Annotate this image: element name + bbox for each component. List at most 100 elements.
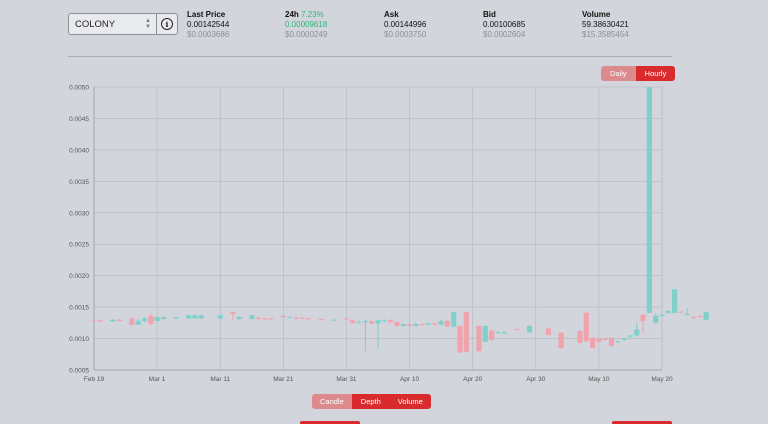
candle-body [703,312,709,320]
y-tick-label: 0.0010 [69,336,89,343]
x-tick-label: Mar 21 [273,376,294,383]
candle-body [261,318,267,320]
candle-body [621,338,627,340]
candle-body [640,314,646,321]
x-tick-label: Apr 30 [526,376,546,383]
candle [476,325,482,352]
candle [489,329,495,342]
candle [583,311,589,343]
candle [615,340,621,343]
candle [608,337,615,347]
candle [463,311,469,354]
candle [305,317,312,320]
stat-value: 0.00144996 [384,20,427,29]
market-select[interactable]: COLONY ▲ ▼ [69,14,157,34]
candle [690,315,697,320]
candle-body [230,312,236,315]
stat-label: Volume [582,10,611,19]
x-tick-label: Mar 31 [336,376,357,383]
candle-body [438,320,444,325]
candle [369,320,375,325]
candle-body [672,289,678,313]
candle-body [318,319,324,321]
candle [318,318,324,321]
x-tick-label: Apr 10 [400,376,420,383]
candle-body [394,322,400,326]
candle [375,319,381,349]
y-tick-label: 0.0005 [69,368,89,375]
chart-grid [93,86,663,371]
candle [388,319,394,323]
candle-body [665,310,671,313]
candle-body [482,325,488,342]
candle-body [634,329,640,336]
candle [249,314,255,320]
candle [160,315,167,320]
candle-body [305,318,312,320]
stat-value: 0.00100685 [483,20,526,29]
candle-body [444,320,451,327]
candle-body [280,315,286,318]
candle-body [148,315,154,324]
daily-button[interactable]: Daily [601,66,636,81]
y-tick-label: 0.0020 [69,273,89,280]
tab-volume[interactable]: Volume [389,394,431,409]
candle [350,319,356,324]
candle-body [684,314,690,316]
candle [255,316,261,321]
candle-body [608,337,615,347]
candle-body [198,315,204,319]
info-button[interactable]: i [157,14,177,34]
candle [129,317,135,326]
candle-body [249,315,255,320]
candle-body [697,315,703,318]
x-tick-label: Feb 19 [84,376,105,383]
candle [432,322,438,326]
candle-body [400,324,406,326]
candle [331,319,337,321]
hourly-button[interactable]: Hourly [635,66,676,81]
stat-sub-value: $0.0003686 [187,30,230,39]
candle-body [615,341,621,343]
candle [495,331,501,334]
candle-body [659,314,665,316]
candle-body [558,332,564,348]
candle [703,311,709,321]
candle [343,317,350,320]
candle [173,316,179,320]
info-icon: i [161,18,173,30]
candle-body [646,87,652,313]
candle [444,319,451,328]
candle-body [545,328,551,335]
candle [425,322,432,326]
tab-candle[interactable]: Candle [312,394,352,409]
market-selector[interactable]: COLONY ▲ ▼ i [68,13,178,35]
candle [400,323,406,327]
candle [665,310,671,315]
tab-depth[interactable]: Depth [351,394,390,409]
stat-bid: Bid 0.00100685 $0.0002604 [483,10,525,40]
candle [116,319,122,322]
bottom-button-right[interactable] [612,421,672,424]
candle [482,325,488,343]
y-tick-label: 0.0025 [69,242,89,249]
candle [577,330,583,345]
candle [192,314,198,320]
x-tick-label: May 10 [588,376,610,383]
candle-body [388,320,394,323]
candle [356,319,362,324]
candle-body [350,320,356,323]
y-tick-label: 0.0045 [69,116,89,123]
market-select-value: COLONY [75,18,116,30]
candlestick-chart: 0.0050 0.0045 0.0040 0.0035 0.0030 0.0025 0.00… [69,85,709,383]
candle-body [173,317,179,319]
candle-body [293,317,299,319]
updown-icon: ▲ ▼ [145,18,151,30]
bottom-button-left[interactable] [300,421,360,424]
x-axis-ticks: Feb 19 Mar 1 Mar 11 Mar 21 Mar 31 Apr 10 Apr 2… [84,376,673,383]
stat-sub-value: $0.0002604 [483,30,526,39]
candle [293,316,299,320]
candle [97,319,103,323]
candle-body [268,318,274,320]
candle [198,314,204,320]
